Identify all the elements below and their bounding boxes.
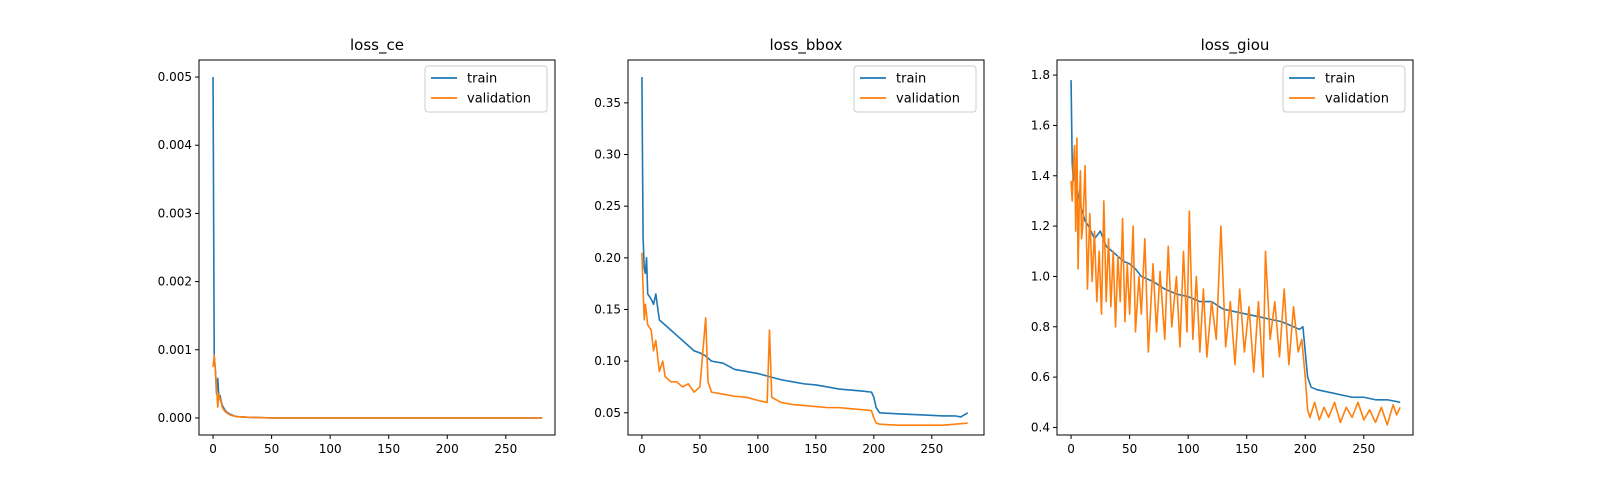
chart-bbox: loss_bbox 0 50 100 150 200 250 0.05 0.10 0.15 0.20… [594, 36, 985, 456]
chart-giou-ytick-label: 0.4 [1031, 420, 1050, 434]
chart-giou-ytick-label: 1.0 [1031, 269, 1050, 283]
chart-ce-series-validation-line [212, 354, 543, 419]
chart-bbox-xtick-label: 50 [692, 442, 707, 456]
chart-giou-xtick-label: 50 [1122, 442, 1137, 456]
chart-giou-xtick-label: 150 [1235, 442, 1258, 456]
chart-giou: loss_giou 0 50 100 150 200 250 0.4 0.6 0.8 1.0 1.2 1… [1031, 36, 1414, 456]
chart-ce-ytick-label: 0.000 [158, 411, 192, 425]
chart-ce-xtick-label: 150 [377, 442, 400, 456]
chart-ce-xtick-label: 50 [264, 442, 279, 456]
chart-giou-xtick-label: 200 [1294, 442, 1317, 456]
chart-giou-ytick-label: 0.8 [1031, 320, 1050, 334]
chart-giou-legend-label-train: train [1325, 72, 1355, 87]
chart-giou-legend-label-validation: validation [1325, 92, 1389, 107]
chart-bbox-ytick-label: 0.15 [594, 302, 621, 316]
chart-ce-ytick-label: 0.002 [158, 275, 192, 289]
chart-bbox-xtick-label: 100 [746, 442, 769, 456]
chart-ce-ytick-label: 0.003 [158, 206, 192, 220]
chart-giou-ytick-label: 1.8 [1031, 68, 1050, 82]
chart-ce-legend-label-validation: validation [467, 92, 531, 107]
chart-bbox-ytick-label: 0.30 [594, 148, 621, 162]
chart-ce-xtick-label: 0 [209, 442, 217, 456]
chart-bbox-xtick-label: 250 [920, 442, 943, 456]
chart-giou-xtick-label: 250 [1352, 442, 1375, 456]
chart-giou-series-validation-line [1070, 137, 1401, 426]
chart-giou-xtick-label: 100 [1177, 442, 1200, 456]
chart-bbox-xtick-label: 150 [804, 442, 827, 456]
chart-bbox-legend-label-validation: validation [896, 92, 960, 107]
chart-giou-legend: train validation [1282, 65, 1406, 113]
chart-bbox-title: loss_bbox [769, 36, 842, 55]
chart-bbox-legend-label-train: train [896, 72, 926, 87]
chart-ce-ytick-label: 0.001 [158, 343, 192, 357]
chart-bbox-ytick-label: 0.10 [594, 354, 621, 368]
chart-bbox-ytick-label: 0.35 [594, 96, 621, 110]
chart-giou-ytick-label: 1.4 [1031, 169, 1050, 183]
chart-bbox-series-train-line [641, 77, 969, 418]
chart-giou-title: loss_giou [1201, 36, 1270, 55]
chart-giou-ytick-label: 1.6 [1031, 118, 1050, 132]
chart-ce-xtick-label: 250 [494, 442, 517, 456]
chart-bbox-xtick-label: 0 [638, 442, 646, 456]
chart-ce-ytick-label: 0.005 [158, 70, 192, 84]
chart-ce: loss_ce 0 50 100 150 200 250 0.000 0.001 0.002 0.0… [158, 36, 556, 456]
chart-ce-xtick-label: 200 [436, 442, 459, 456]
chart-bbox-ytick-label: 0.25 [594, 199, 621, 213]
chart-ce-ytick-label: 0.004 [158, 138, 192, 152]
chart-ce-xtick-label: 100 [319, 442, 342, 456]
chart-giou-axes-frame [1056, 59, 1414, 436]
chart-bbox-ytick-label: 0.20 [594, 251, 621, 265]
chart-ce-legend-label-train: train [467, 72, 497, 87]
chart-ce-series-train-line [212, 77, 543, 419]
chart-bbox-legend: train validation [853, 65, 977, 113]
chart-bbox-xtick-label: 200 [862, 442, 885, 456]
chart-bbox-ytick-label: 0.05 [594, 406, 621, 420]
chart-bbox-series-validation-line [641, 252, 968, 426]
chart-giou-ytick-label: 0.6 [1031, 370, 1050, 384]
chart-ce-title: loss_ce [350, 36, 404, 55]
chart-bbox-axes-frame [627, 59, 985, 436]
chart-ce-legend: train validation [424, 65, 548, 113]
chart-giou-xtick-label: 0 [1067, 442, 1075, 456]
chart-ce-axes-frame [198, 59, 556, 436]
chart-giou-ytick-label: 1.2 [1031, 219, 1050, 233]
